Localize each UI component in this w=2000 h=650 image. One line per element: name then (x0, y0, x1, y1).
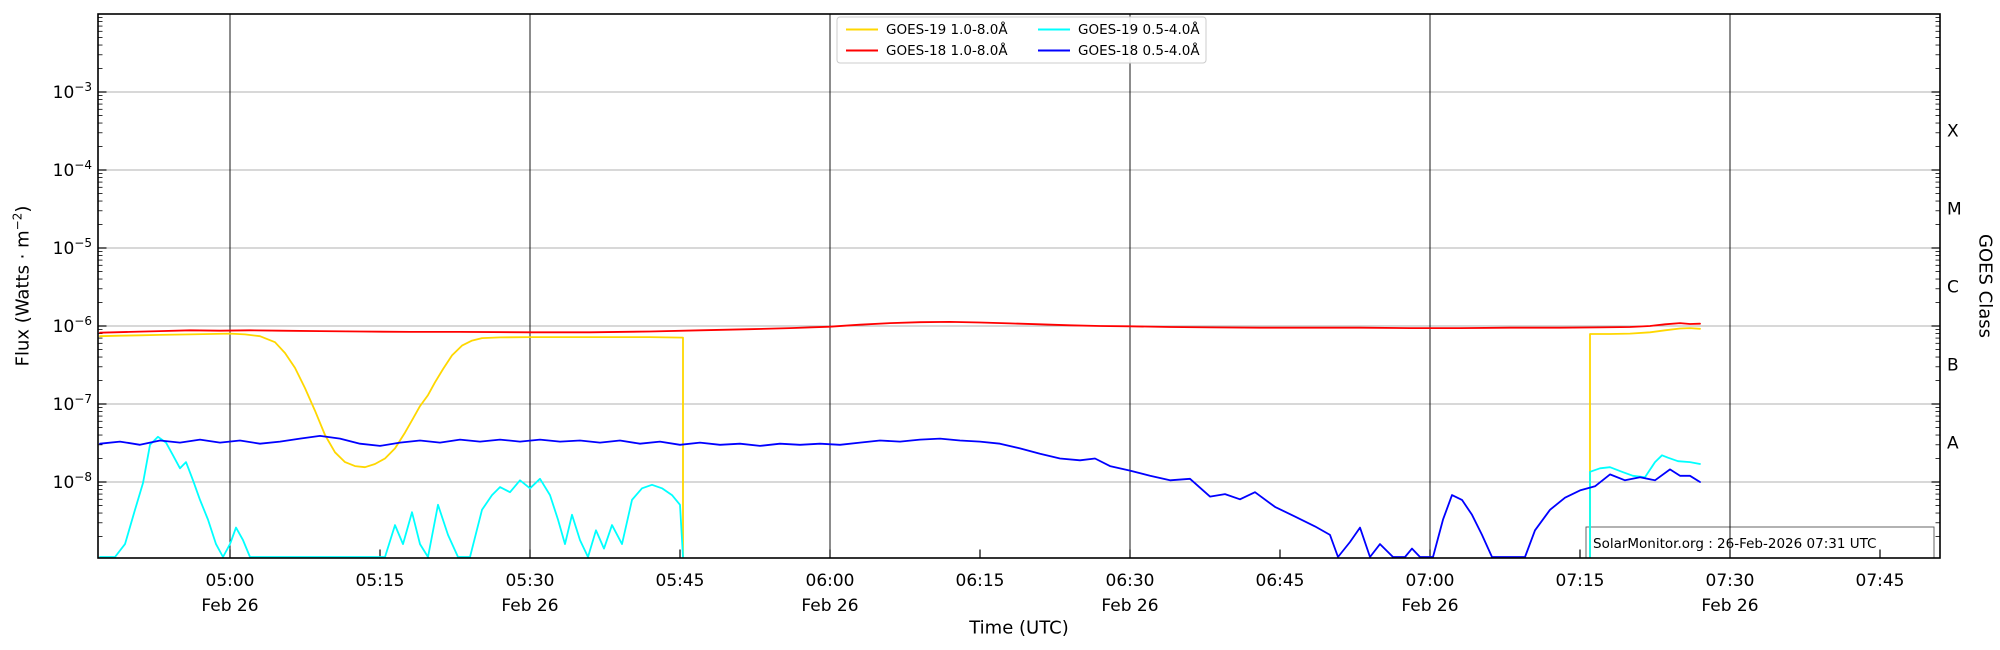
legend-box (836, 16, 1207, 64)
x-tick-label: 07:15 (1556, 571, 1605, 591)
series-line-goes-19-0-5-4-0 (99, 435, 684, 558)
series-line-goes-19-0-5-4-0 (1589, 454, 1701, 558)
x-tick-label: 06:15 (956, 571, 1005, 591)
series-line-goes-19-1-0-8-0 (1589, 327, 1701, 558)
goes-class-letter: C (1947, 278, 1959, 298)
goes-class-letter: X (1947, 122, 1959, 142)
y-tick-label: 10−4 (53, 158, 92, 181)
x-tick-label: 07:00 (1406, 571, 1455, 591)
y-axis-title: Flux (Watts · m−2) (11, 206, 34, 367)
y-tick-label: 10−7 (53, 392, 92, 415)
y-axis-title-exponent: −2 (10, 212, 25, 231)
goes-class-letter: M (1947, 200, 1962, 220)
x-tick-label: 07:30 (1706, 571, 1755, 591)
x-tick-date: Feb 26 (1101, 596, 1158, 616)
series-line-goes-18-1-0-8-0 (99, 320, 1701, 334)
right-axis-title: GOES Class (1974, 234, 1996, 338)
x-tick-date: Feb 26 (1401, 596, 1458, 616)
goes-class-letter: B (1947, 356, 1959, 376)
x-tick-label: 05:45 (656, 571, 705, 591)
legend-label-goes-18-0-5-4-0: GOES-18 0.5-4.0Å (1078, 42, 1200, 59)
y-axis-title-close: ) (12, 205, 34, 213)
y-tick-label: 10−5 (53, 236, 92, 259)
y-axis-title-text: Flux (Watts · m (12, 230, 34, 367)
x-tick-date: Feb 26 (1701, 596, 1758, 616)
x-tick-label: 05:30 (506, 571, 555, 591)
y-tick-label: 10−8 (53, 470, 92, 493)
legend-label-goes-18-1-0-8-0: GOES-18 1.0-8.0Å (886, 42, 1008, 59)
plot-border (97, 13, 1941, 559)
x-tick-date: Feb 26 (501, 596, 558, 616)
x-tick-label: 05:15 (356, 571, 405, 591)
series-group (99, 320, 1701, 558)
x-tick-label: 07:45 (1856, 571, 1905, 591)
legend-label-goes-19-1-0-8-0: GOES-19 1.0-8.0Å (886, 21, 1008, 38)
legend-label-goes-19-0-5-4-0: GOES-19 0.5-4.0Å (1078, 21, 1200, 38)
y-tick-label: 10−3 (53, 80, 92, 103)
x-tick-date: Feb 26 (201, 596, 258, 616)
series-line-goes-19-1-0-8-0 (99, 332, 684, 558)
x-tick-label: 05:00 (206, 571, 255, 591)
watermark-text: SolarMonitor.org : 26-Feb-2026 07:31 UTC (1593, 536, 1876, 552)
x-tick-label: 06:00 (806, 571, 855, 591)
goes-class-letter: A (1947, 434, 1959, 454)
y-tick-label: 10−6 (53, 314, 92, 337)
series-line-goes-18-0-5-4-0 (99, 434, 1701, 558)
x-tick-date: Feb 26 (801, 596, 858, 616)
x-tick-label: 06:45 (1256, 571, 1305, 591)
x-tick-label: 06:30 (1106, 571, 1155, 591)
x-axis-title: Time (UTC) (969, 617, 1069, 639)
